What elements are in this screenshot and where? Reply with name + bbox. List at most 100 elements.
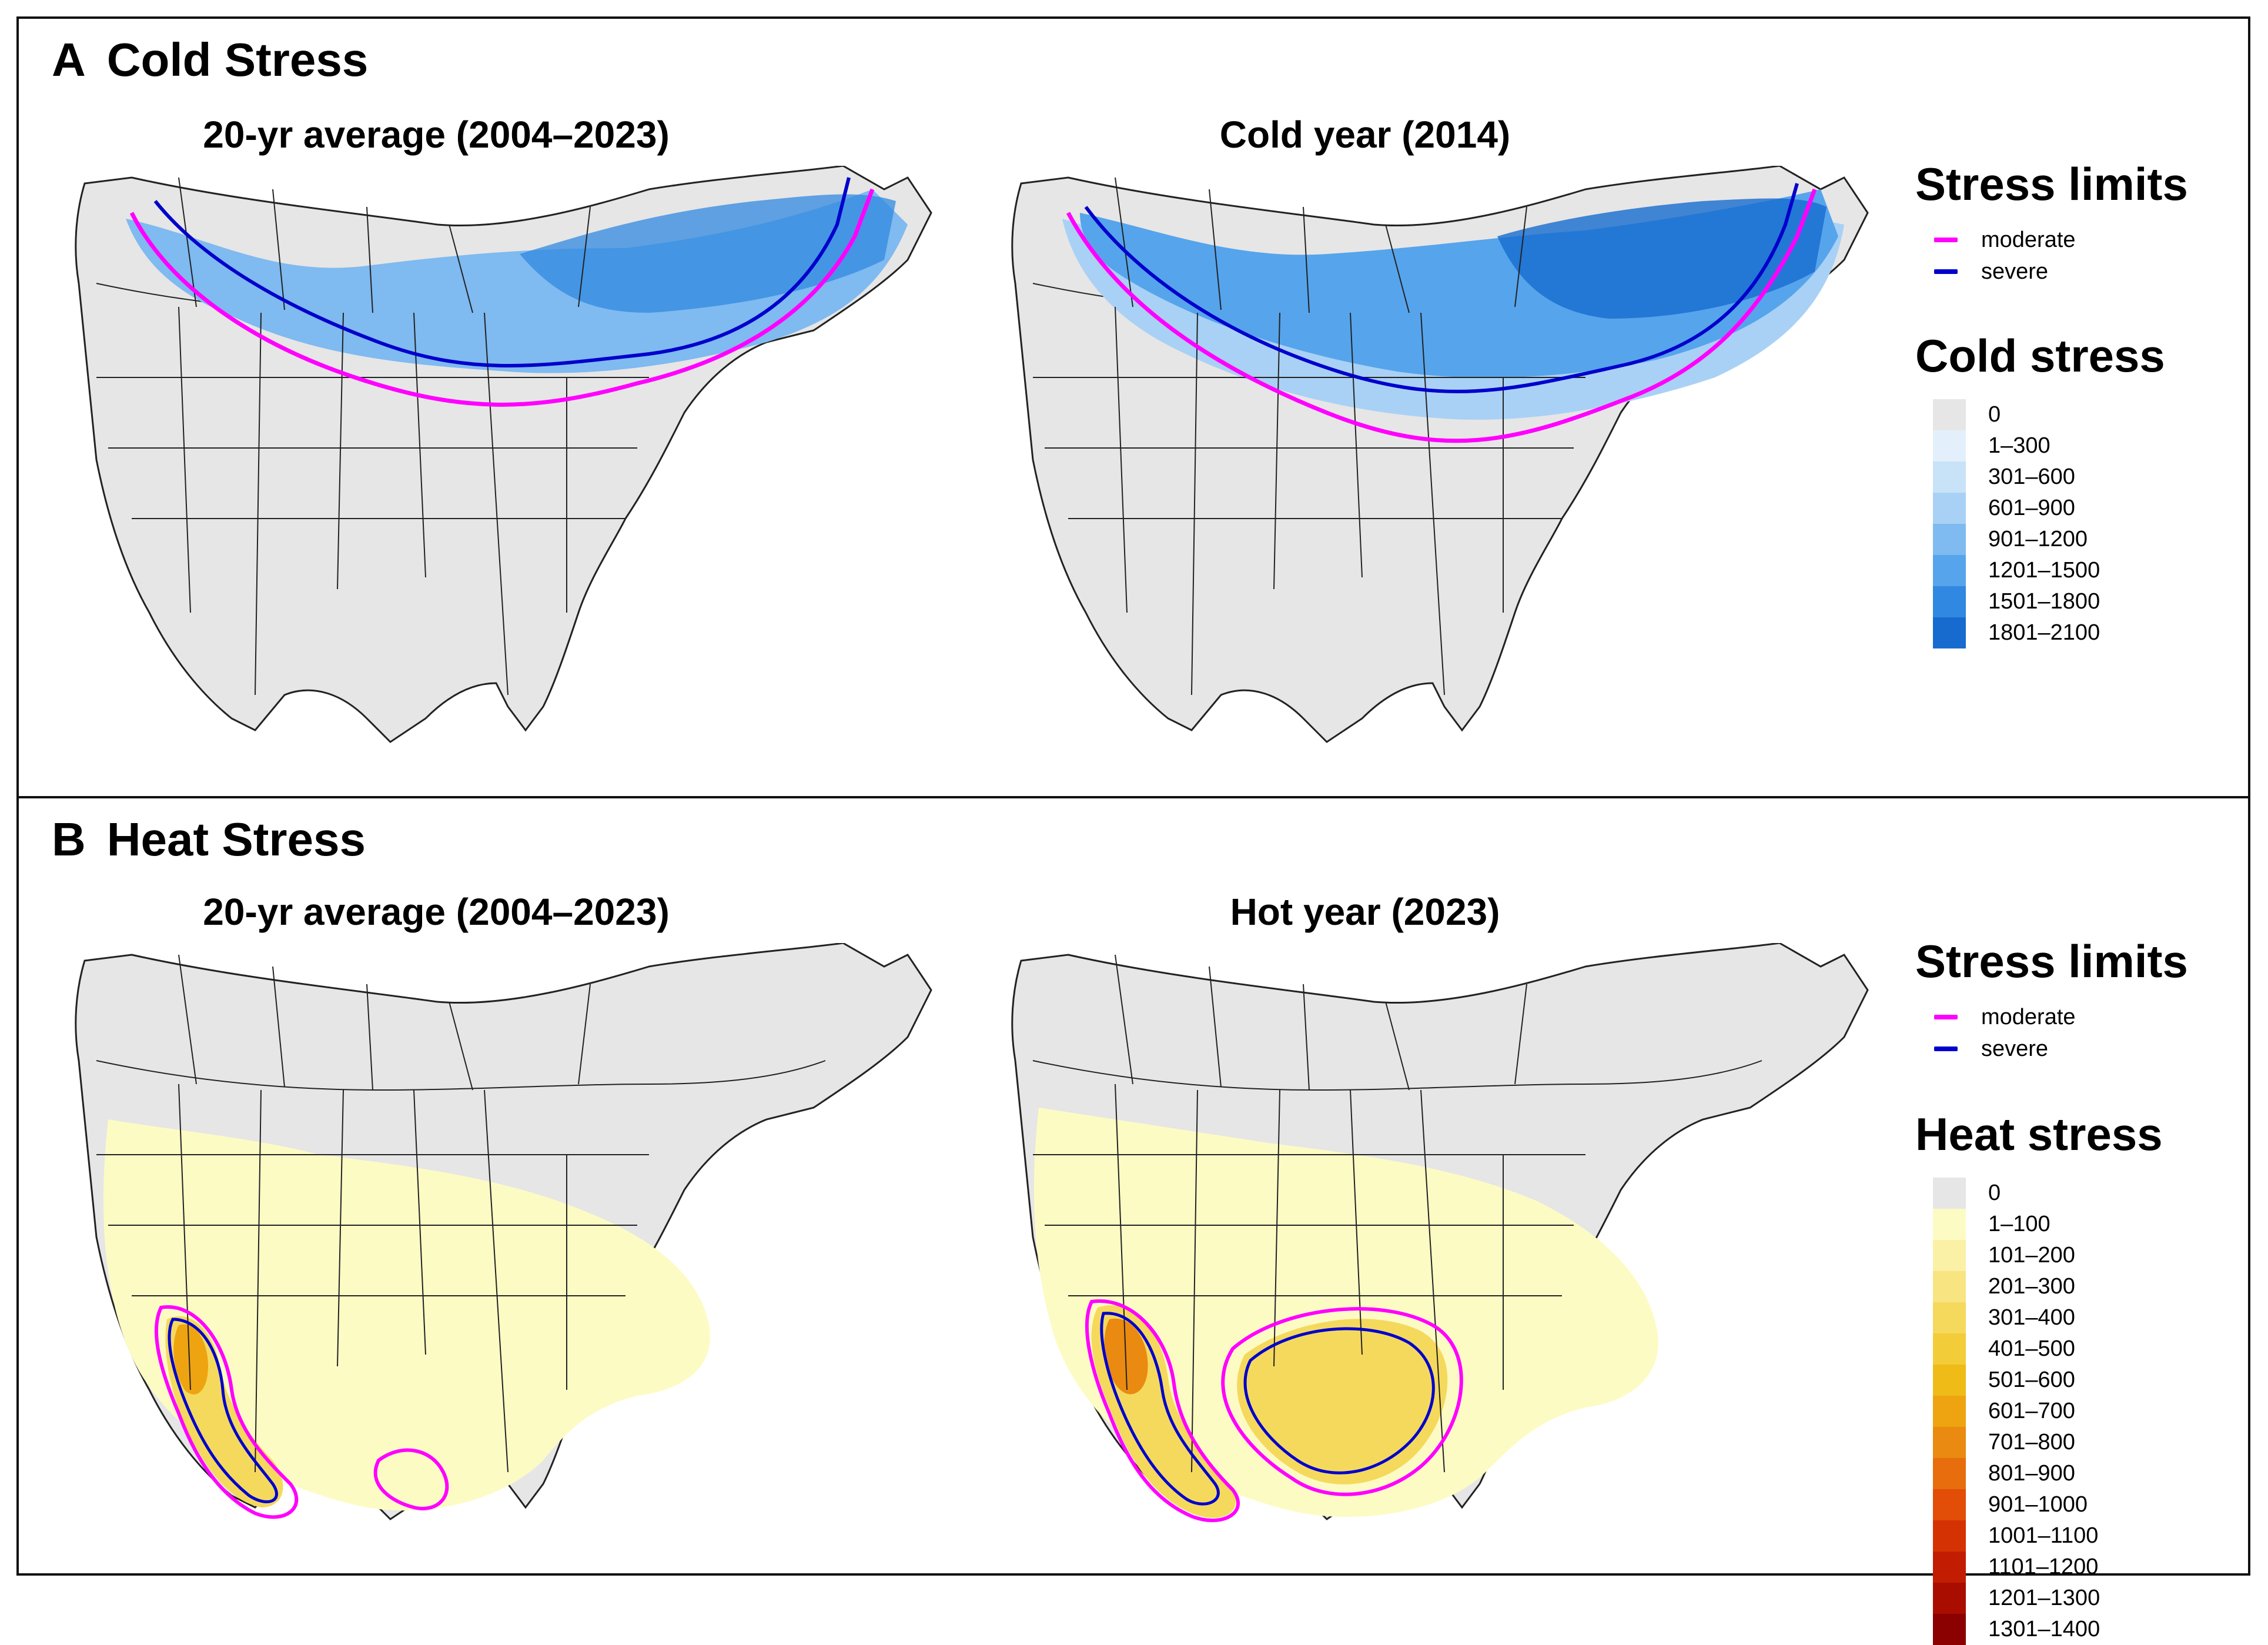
legend-fill-label: 0 [1988, 402, 2001, 427]
legend-line-moderate: moderate [1915, 1001, 2244, 1033]
map-heat-average [75, 943, 932, 1520]
severe-limit-line [1100, 1312, 1220, 1506]
panel-b-letter: B [52, 813, 86, 865]
legend-stress-limits-cold: Stress limits moderate severe [1915, 158, 2244, 287]
legend-fill-label: 1001–1100 [1988, 1523, 2099, 1548]
panel-heat-stress: B Heat Stress 20-yr average (2004–2023) H… [16, 796, 2250, 1645]
legend-fill-label: 401–500 [1988, 1336, 2075, 1361]
legend-heat-stress: Heat stress 0 1–100 101–200 201–300 301–400 4… [1915, 1108, 2244, 1645]
legend-fill-swatch [1933, 1458, 1966, 1489]
severe-line-swatch [1934, 1046, 1958, 1051]
legend-line-label: moderate [1981, 227, 2076, 252]
legend-fill-row: 301–400 [1915, 1302, 2244, 1333]
legend-fill-swatch [1933, 462, 1966, 493]
legend-fill-row: 501–600 [1915, 1365, 2244, 1396]
moderate-limit-line [1221, 1307, 1463, 1496]
legend-fill-swatch [1933, 586, 1966, 617]
legend-fill-row: 1–300 [1915, 430, 2244, 462]
legend-fill-label: 201–300 [1988, 1274, 2075, 1299]
legend-fill-swatch [1933, 1552, 1966, 1583]
legend-fill-label: 901–1200 [1988, 527, 2088, 551]
legend-line-severe: severe [1915, 256, 2244, 287]
legend-fill-swatch [1933, 399, 1966, 430]
legend-fill-row: 1001–1100 [1915, 1520, 2244, 1552]
legend-fill-swatch [1933, 1520, 1966, 1552]
severe-limit-line [1084, 183, 1799, 393]
legend-line-label: severe [1981, 1036, 2049, 1061]
legend-fill-label: 601–900 [1988, 496, 2075, 520]
moderate-limit-line [129, 188, 875, 407]
legend-fill-row: 1301–1400 [1915, 1614, 2244, 1645]
map-cold-average [75, 166, 932, 743]
panel-a-title: A Cold Stress [52, 33, 368, 87]
legend-fill-label: 701–800 [1988, 1430, 2075, 1455]
cold-fill-extended-zone [1062, 219, 1844, 420]
legend-fill-row: 101–200 [1915, 1240, 2244, 1271]
map-title-heat-average: 20-yr average (2004–2023) [203, 891, 670, 933]
legend-fill-swatch [1933, 1365, 1966, 1396]
legend-fill-label: 1101–1200 [1988, 1554, 2099, 1579]
legend-fill-row: 1101–1200 [1915, 1552, 2244, 1583]
legend-fill-row: 1–100 [1915, 1209, 2244, 1240]
legend-fill-swatch [1933, 1427, 1966, 1458]
cold-fill-severe-core [520, 194, 896, 313]
heat-stress-fill-list: 0 1–100 101–200 201–300 301–400 401–500 501–60… [1915, 1178, 2244, 1645]
legend-fill-swatch [1933, 1240, 1966, 1271]
legend-fill-label: 1201–1500 [1988, 558, 2100, 583]
severe-limit-line [168, 1318, 278, 1503]
legend-fill-row: 1501–1800 [1915, 586, 2244, 617]
legend-fill-swatch [1933, 1271, 1966, 1302]
legend-fill-swatch [1933, 1396, 1966, 1427]
moderate-limit-line [1085, 1299, 1240, 1523]
legend-fill-label: 801–900 [1988, 1461, 2075, 1486]
legend-cold-stress: Cold stress 0 1–300 301–600 601–900 901–1200… [1915, 329, 2244, 648]
legend-fill-row: 401–500 [1915, 1333, 2244, 1365]
legend-fill-label: 1801–2100 [1988, 620, 2100, 645]
legend-fill-swatch [1933, 1333, 1966, 1365]
legend-fill-swatch [1933, 1209, 1966, 1240]
legend-fill-swatch [1933, 493, 1966, 524]
heat-fill-low-zone [1033, 1108, 1658, 1517]
legend-stress-limits-heat: Stress limits moderate severe [1915, 935, 2244, 1065]
map-hot-year [1011, 943, 1869, 1523]
heat-fill-texas-zone [1237, 1319, 1448, 1484]
map-cold-year [1011, 166, 1869, 743]
legend-fill-swatch [1933, 1489, 1966, 1520]
legend-fill-row: 901–1200 [1915, 524, 2244, 555]
legend-heat-stress-title: Heat stress [1915, 1108, 2163, 1160]
legend-fill-label: 1–300 [1988, 433, 2050, 458]
cold-stress-fill-list: 0 1–300 301–600 601–900 901–1200 1201–1500 150… [1915, 399, 2244, 648]
legend-fill-swatch [1933, 1614, 1966, 1645]
legend-line-label: severe [1981, 259, 2049, 284]
legend-fill-label: 501–600 [1988, 1368, 2075, 1392]
legend-fill-swatch [1933, 524, 1966, 555]
legend-stress-limits-title: Stress limits [1915, 935, 2188, 987]
legend-fill-swatch [1933, 430, 1966, 462]
panel-cold-stress: A Cold Stress 20-yr average (2004–2023) C… [16, 16, 2250, 798]
legend-fill-label: 1201–1300 [1988, 1586, 2100, 1610]
legend-fill-label: 1501–1800 [1988, 589, 2100, 614]
legend-fill-swatch [1933, 1178, 1966, 1209]
legend-fill-row: 0 [1915, 1178, 2244, 1209]
map-title-cold-average: 20-yr average (2004–2023) [203, 113, 670, 156]
legend-fill-row: 601–700 [1915, 1396, 2244, 1427]
severe-limit-line [1243, 1327, 1435, 1475]
legend-stress-limits-title: Stress limits [1915, 158, 2188, 210]
legend-fill-label: 0 [1988, 1181, 2001, 1205]
legend-fill-label: 901–1000 [1988, 1492, 2088, 1517]
legend-fill-row: 0 [1915, 399, 2244, 430]
legend-fill-swatch [1933, 617, 1966, 648]
heat-fill-high-zone [173, 1324, 208, 1395]
panel-b-title: B Heat Stress [52, 813, 366, 867]
legend-fill-swatch [1933, 555, 1966, 586]
map-title-hot-year: Hot year (2023) [1230, 891, 1500, 933]
legend-fill-label: 101–200 [1988, 1243, 2075, 1268]
legend-line-severe: severe [1915, 1033, 2244, 1065]
legend-fill-row: 901–1000 [1915, 1489, 2244, 1520]
moderate-limit-line [373, 1448, 449, 1510]
moderate-line-swatch [1934, 1015, 1958, 1019]
map-title-cold-year: Cold year (2014) [1219, 113, 1511, 156]
legend-fill-row: 601–900 [1915, 493, 2244, 524]
legend-line-moderate: moderate [1915, 224, 2244, 256]
legend-fill-swatch [1933, 1302, 1966, 1333]
